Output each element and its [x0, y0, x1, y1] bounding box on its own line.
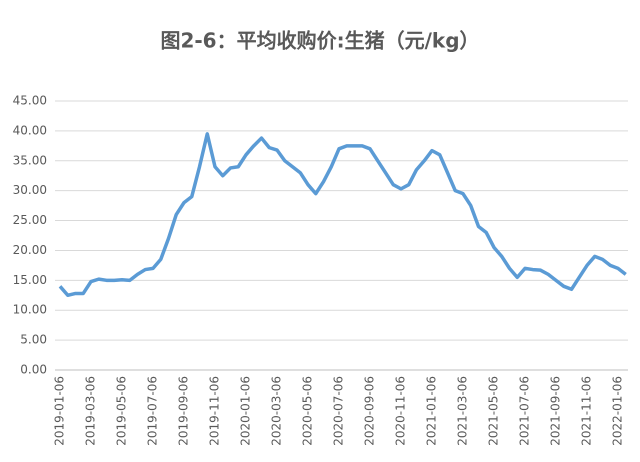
x-tick-label: 2020-05-06 — [301, 376, 315, 446]
y-tick-label: 20.00 — [13, 243, 47, 257]
x-tick-label: 2019-01-06 — [53, 376, 67, 446]
y-tick-label: 0.00 — [20, 363, 47, 377]
x-tick-label: 2019-07-06 — [146, 376, 160, 446]
x-tick-label: 2021-09-06 — [549, 376, 563, 446]
x-tick-label: 2021-11-06 — [580, 376, 594, 446]
x-tick-label: 2019-11-06 — [208, 376, 222, 446]
x-tick-label: 2020-09-06 — [363, 376, 377, 446]
y-tick-label: 5.00 — [20, 333, 47, 347]
x-tick-label: 2020-11-06 — [394, 376, 408, 446]
x-tick-label: 2021-03-06 — [456, 376, 470, 446]
x-tick-label: 2019-05-06 — [115, 376, 129, 446]
y-tick-label: 35.00 — [13, 153, 47, 167]
x-tick-label: 2020-07-06 — [332, 376, 346, 446]
x-tick-label: 2022-01-06 — [611, 376, 625, 446]
line-series — [58, 132, 627, 298]
x-tick-label: 2019-03-06 — [84, 376, 98, 446]
y-tick-label: 15.00 — [13, 273, 47, 287]
x-tick-label: 2021-05-06 — [487, 376, 501, 446]
y-tick-label: 45.00 — [13, 94, 47, 108]
y-tick-label: 40.00 — [13, 123, 47, 137]
y-tick-label: 10.00 — [13, 303, 47, 317]
x-tick-label: 2021-07-06 — [518, 376, 532, 446]
chart-title: 图2-6：平均收购价:生猪（元/kg） — [160, 29, 479, 53]
x-tick-label: 2021-01-06 — [425, 376, 439, 446]
x-tick-label: 2020-01-06 — [239, 376, 253, 446]
x-tick-label: 2020-03-06 — [270, 376, 284, 446]
x-tick-label: 2019-09-06 — [177, 376, 191, 446]
y-tick-label: 30.00 — [13, 183, 47, 197]
y-tick-label: 25.00 — [13, 213, 47, 227]
